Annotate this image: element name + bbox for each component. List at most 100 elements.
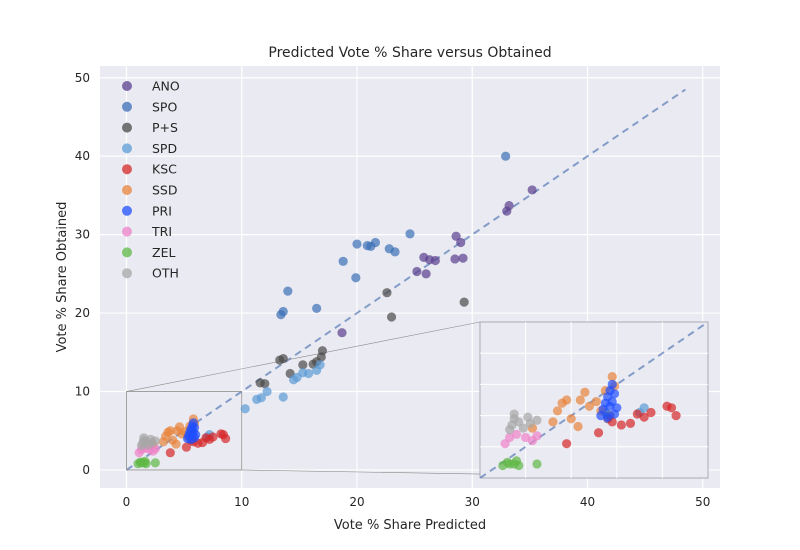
x-tick-label: 0 [123, 495, 131, 509]
inset-data-point-ssd [584, 401, 595, 411]
data-point-ps [260, 379, 270, 389]
data-point-ano [421, 269, 431, 279]
inset-data-point-tri [532, 431, 542, 441]
inset-data-point-ksc [616, 420, 626, 430]
inset-plot [479, 321, 709, 479]
data-point-ksc [181, 442, 192, 452]
data-point-spo [352, 239, 362, 249]
y-axis-label: Vote % Share Obtained [55, 202, 70, 353]
legend-label: TRI [151, 224, 172, 239]
inset-data-point-ksc [562, 439, 572, 449]
inset-data-point-ksc [625, 418, 636, 428]
y-tick-label: 50 [75, 71, 90, 85]
legend-marker [122, 226, 132, 237]
x-axis-label: Vote % Share Predicted [334, 518, 486, 533]
data-point-ps [459, 297, 469, 307]
data-point-ps [382, 288, 392, 298]
data-point-ano [456, 237, 466, 248]
data-point-ano [504, 201, 514, 211]
main-data-points [133, 151, 537, 469]
legend-label: SPO [152, 99, 177, 114]
data-point-spd [240, 404, 250, 414]
data-point-ano [527, 185, 537, 195]
data-point-zel [150, 458, 160, 468]
inset-data-point-ssd [591, 396, 601, 407]
legend-label: KSC [152, 162, 177, 177]
data-point-ano [458, 253, 468, 263]
legend-marker [122, 143, 132, 154]
data-point-ps [298, 360, 308, 370]
inset-data-point-ssd [552, 406, 563, 416]
inset-data-point-ksc [639, 412, 649, 422]
inset-data-point-oth [509, 409, 519, 419]
inset-data-point-pri [607, 379, 617, 389]
data-point-spd [256, 393, 266, 403]
inset-data-point-ssd [566, 414, 576, 424]
y-tick-label: 40 [75, 149, 90, 163]
legend-marker [122, 247, 132, 258]
data-point-spo [384, 244, 394, 254]
inset-data-point-ssd [573, 421, 583, 432]
legend-marker [122, 268, 132, 279]
legend: ANO SPO P+S SPD KSC SSD PRI TRI ZEL OTH [122, 79, 180, 281]
legend-label: SSD [152, 183, 178, 198]
inset-data-point-oth [518, 423, 528, 433]
data-point-ano [412, 266, 422, 277]
data-point-ps [386, 312, 397, 322]
data-point-ano [430, 255, 440, 266]
x-tick-label: 50 [695, 495, 710, 509]
reference-line [125, 88, 686, 471]
legend-marker [122, 185, 132, 195]
legend-label: ANO [152, 79, 180, 94]
inset-data-point-ksc [671, 411, 681, 421]
chart-title: Predicted Vote % Share versus Obtained [268, 45, 551, 61]
data-point-ssd [171, 439, 181, 449]
legend-label: PRI [152, 203, 172, 218]
tick-labels: 0 10 20 30 40 50 0 10 20 30 40 50 [75, 71, 711, 509]
data-point-spo [501, 151, 511, 161]
data-point-spd [278, 392, 288, 402]
inset-data-point-ssd [580, 387, 590, 397]
inset-data-point-zel [532, 459, 542, 469]
y-tick-label: 10 [75, 385, 90, 399]
data-point-spo [338, 256, 348, 266]
inset-data-point-ksc [632, 409, 642, 419]
data-point-ksc [208, 432, 218, 442]
inset-data-point-tri [511, 429, 522, 439]
legend-marker [122, 122, 132, 133]
y-tick-label: 30 [75, 228, 90, 242]
data-point-spd [315, 360, 325, 370]
legend-marker [122, 101, 132, 112]
data-point-ssd [165, 426, 175, 436]
data-point-pri [188, 418, 198, 428]
inset-data-point-ksc [646, 407, 656, 418]
inset-data-point-pri [603, 412, 613, 422]
inset-data-point-tri [505, 432, 515, 443]
data-point-spd [303, 368, 314, 379]
inset-data-point-ksc [593, 428, 604, 438]
data-point-spo [362, 241, 372, 251]
data-point-zel [141, 459, 151, 469]
zoom-connector-line [126, 321, 481, 392]
data-point-oth [150, 436, 160, 446]
x-tick-label: 10 [234, 495, 249, 509]
legend-label: OTH [152, 266, 179, 281]
legend-label: P+S [152, 120, 178, 135]
legend-label: SPD [152, 141, 177, 156]
inset-data-point-ssd [562, 395, 572, 405]
inset-content [480, 322, 708, 478]
data-point-ano [337, 328, 347, 338]
legend-label: ZEL [152, 245, 175, 260]
data-point-spd [262, 386, 272, 397]
data-point-spo [283, 286, 293, 296]
inset-data-point-ssd [548, 417, 558, 427]
x-tick-label: 20 [349, 495, 364, 509]
data-point-ksc [221, 433, 231, 444]
diagonal-line [125, 88, 686, 471]
inset-data-point-ksc [666, 403, 677, 413]
data-point-spo [405, 229, 415, 239]
data-point-pri [189, 433, 200, 443]
data-point-ps [278, 353, 288, 364]
y-tick-label: 0 [82, 463, 90, 477]
